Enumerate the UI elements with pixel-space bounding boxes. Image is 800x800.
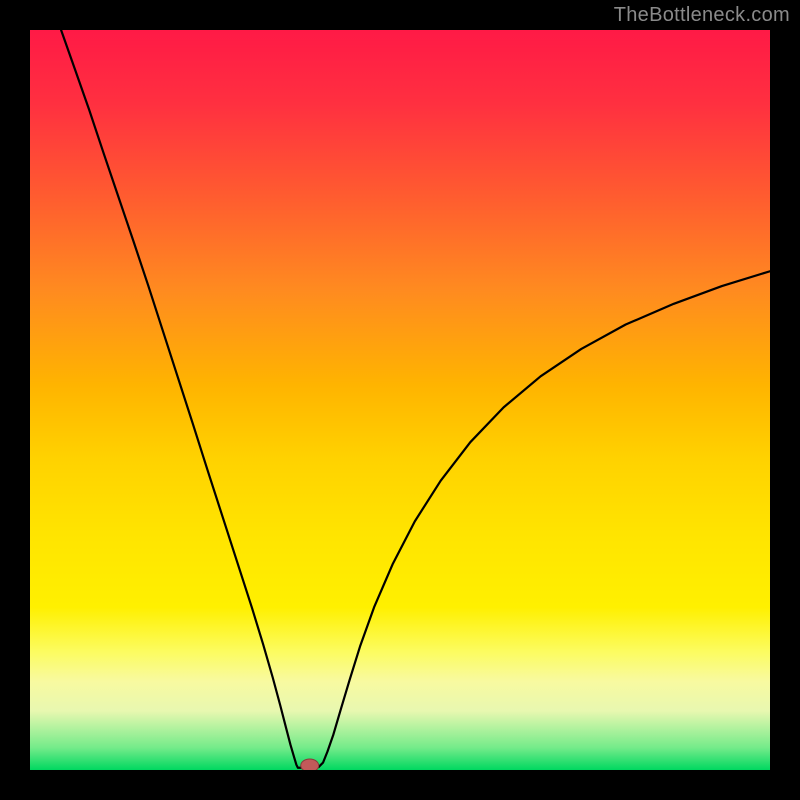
plot-area — [30, 30, 770, 770]
optimal-point-marker — [301, 759, 319, 770]
bottleneck-curve-chart — [30, 30, 770, 770]
gradient-background — [30, 30, 770, 770]
watermark-text: TheBottleneck.com — [614, 4, 790, 27]
chart-frame: TheBottleneck.com — [0, 0, 800, 800]
